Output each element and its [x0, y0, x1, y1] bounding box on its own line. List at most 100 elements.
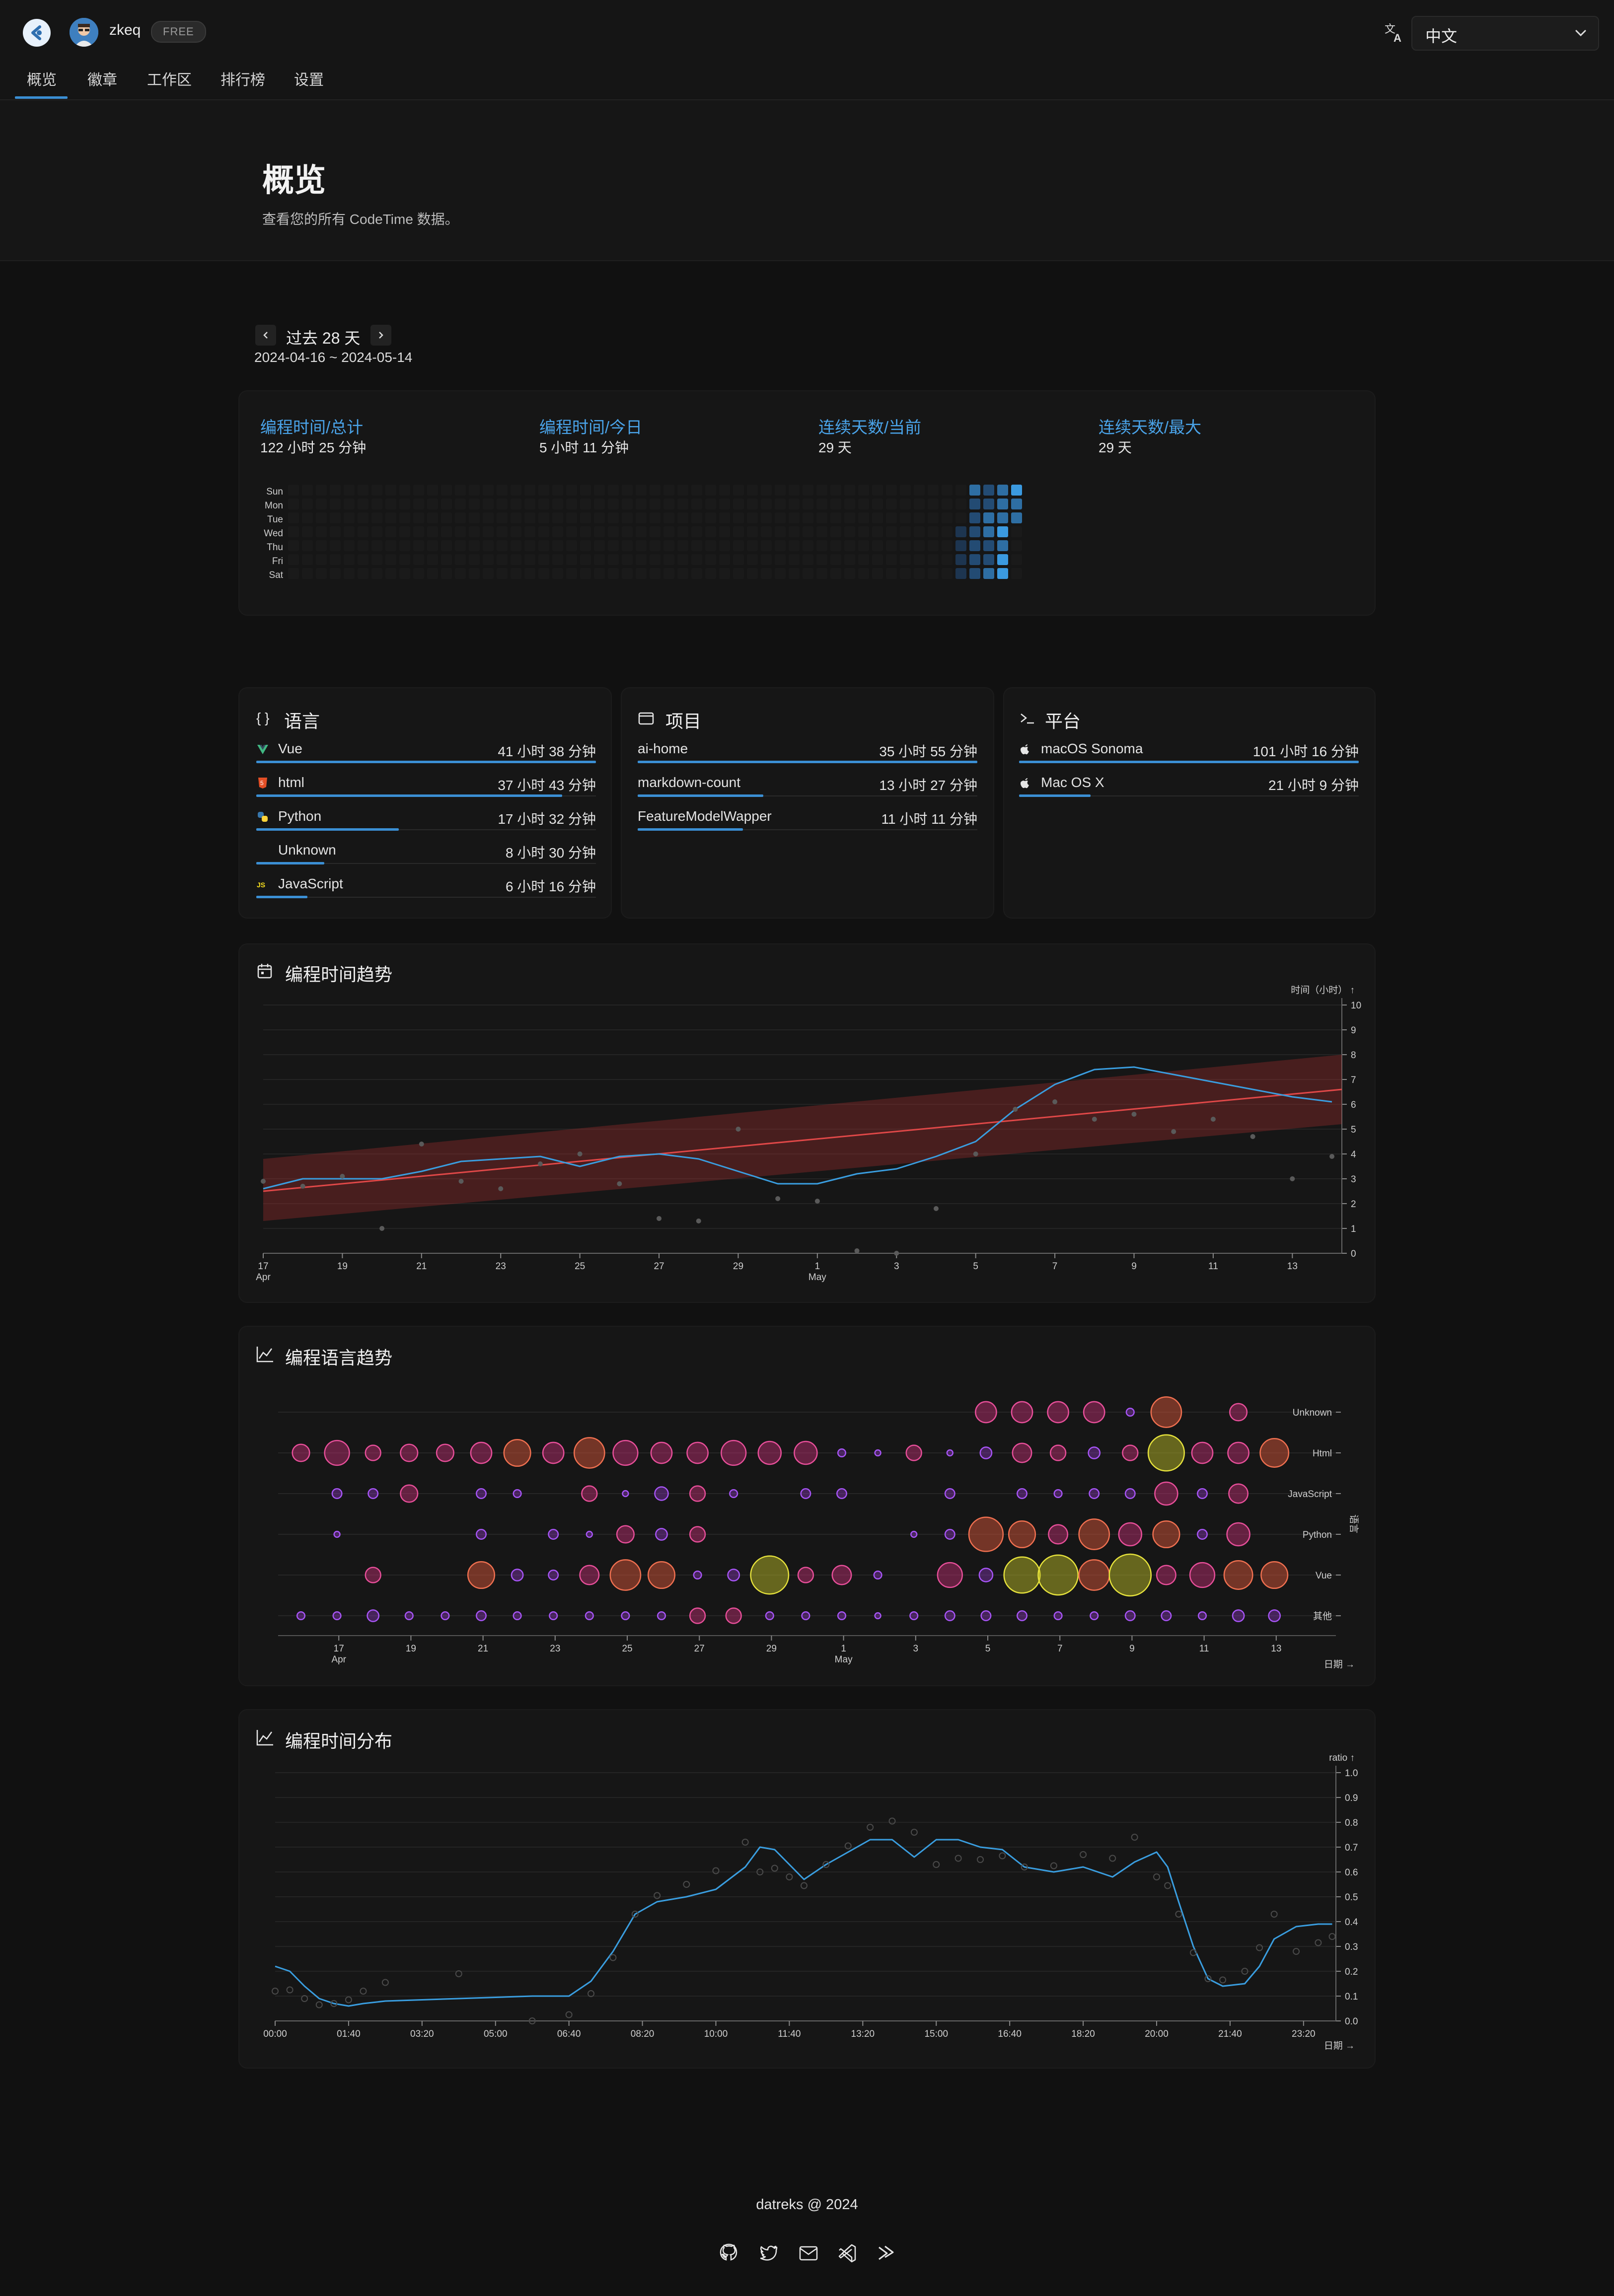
x-tick-label: 10:00	[704, 2029, 728, 2039]
heatmap-cell	[302, 526, 313, 537]
y-tick-label: 0	[1351, 1249, 1356, 1259]
x-tick-label: 7	[1057, 1644, 1063, 1654]
heatmap-cell	[914, 512, 925, 523]
x-tick-label: 11	[1208, 1261, 1218, 1272]
heatmap-cell	[844, 540, 855, 551]
heatmap-cell	[816, 540, 827, 551]
y-axis-label: 语言	[1348, 1514, 1359, 1533]
tab-leaderboard[interactable]: 排行榜	[220, 72, 265, 88]
heatmap-cell	[538, 512, 549, 523]
language-bubble	[1008, 1520, 1036, 1549]
heatmap-cell	[691, 568, 702, 579]
heatmap-cell	[622, 499, 633, 509]
heatmap-cell	[566, 540, 577, 551]
heatmap-cell	[552, 568, 563, 579]
platforms-title: 平台	[1045, 711, 1081, 731]
heatmap-cell	[511, 499, 521, 509]
x-tick-label: 20:00	[1145, 2029, 1169, 2039]
codetime-logo[interactable]	[23, 19, 51, 47]
svg-text:A: A	[1394, 32, 1401, 44]
data-point	[419, 1142, 424, 1147]
languages-row-label: Unknown	[278, 842, 336, 858]
range-dates: 2024-04-16 ~ 2024-05-14	[254, 350, 413, 365]
tab-overview[interactable]: 概览	[27, 72, 57, 88]
heatmap-cell	[844, 499, 855, 509]
next-range-button[interactable]	[370, 325, 391, 346]
js-icon: JS	[257, 881, 265, 889]
github-icon[interactable]	[718, 2242, 740, 2264]
heatmap-cell	[983, 526, 994, 537]
heatmap-cell	[469, 540, 480, 551]
language-bubble	[1090, 1611, 1099, 1621]
language-bubble	[1268, 1609, 1281, 1622]
heatmap-cell	[914, 485, 925, 496]
language-bubble	[1083, 1401, 1105, 1424]
heatmap-cell	[469, 554, 480, 565]
heatmap-cell	[622, 512, 633, 523]
avatar[interactable]	[70, 18, 98, 47]
heatmap-cell	[872, 568, 883, 579]
tab-badges[interactable]: 徽章	[87, 72, 117, 88]
heatmap-cell	[427, 540, 438, 551]
languages-row-bar	[256, 794, 562, 797]
languages-card	[238, 687, 612, 919]
heatmap-cell	[497, 540, 508, 551]
language-bubble	[729, 1489, 738, 1499]
heatmap-cell	[997, 568, 1008, 579]
language-bubble	[1108, 1553, 1152, 1597]
codetime-icon[interactable]	[875, 2242, 897, 2264]
heatmap-cell	[650, 499, 660, 509]
twitter-icon[interactable]	[758, 2242, 780, 2264]
heatmap-cell	[288, 526, 299, 537]
data-point	[854, 1248, 860, 1253]
y-axis-label: 时间（小时） ↑	[1291, 985, 1355, 996]
language-bubble	[1154, 1481, 1178, 1506]
language-bubble	[292, 1443, 310, 1462]
language-bubble	[689, 1526, 706, 1543]
heatmap-cell	[816, 526, 827, 537]
range-label[interactable]: 过去 28 天	[286, 329, 361, 347]
heatmap-cell	[914, 540, 925, 551]
prev-range-button[interactable]	[255, 325, 276, 346]
heatmap-cell	[761, 526, 772, 537]
data-point	[458, 1179, 464, 1184]
heatmap-cell	[427, 512, 438, 523]
language-bubble	[1017, 1610, 1027, 1621]
language-bubble	[1053, 1489, 1063, 1499]
heatmap-cell	[816, 485, 827, 496]
heatmap-cell	[928, 526, 939, 537]
sample-point	[954, 1855, 962, 1862]
sample-point	[301, 1995, 308, 2002]
username[interactable]: zkeq	[109, 22, 141, 38]
heatmap-cell	[302, 499, 313, 509]
tab-workspace[interactable]: 工作区	[147, 72, 192, 88]
heatmap-cell	[955, 554, 966, 565]
language-bubble	[296, 1611, 306, 1621]
x-tick-label: 29	[766, 1644, 777, 1654]
heatmap-cell	[455, 485, 466, 496]
y-tick-label: Unknown	[1293, 1408, 1332, 1418]
heatmap-cell	[747, 540, 758, 551]
distribution-line	[275, 1839, 1332, 2007]
languages-row-value: 17 小时 32 分钟	[498, 811, 596, 827]
tab-settings[interactable]: 设置	[294, 72, 324, 88]
stat-title-streak-max: 连续天数/最大	[1099, 418, 1202, 436]
x-axis-label: 日期 →	[1324, 2040, 1355, 2051]
heatmap-cell	[983, 540, 994, 551]
language-select[interactable]: 中文	[1411, 16, 1599, 51]
heatmap-cell	[761, 540, 772, 551]
heatmap-cell	[302, 568, 313, 579]
stat-title-streak-current: 连续天数/当前	[818, 418, 922, 436]
heatmap-cell	[1011, 554, 1022, 565]
language-bubble	[476, 1488, 487, 1499]
mail-icon[interactable]	[798, 2242, 819, 2264]
data-point	[537, 1161, 543, 1166]
heatmap-cell	[566, 499, 577, 509]
vscode-icon[interactable]	[836, 2242, 858, 2264]
language-select-value: 中文	[1425, 27, 1458, 45]
heatmap-cell	[483, 568, 494, 579]
heatmap-cell	[886, 554, 897, 565]
heatmap-cell	[302, 540, 313, 551]
language-bubble	[365, 1567, 381, 1583]
heatmap-cell	[302, 554, 313, 565]
